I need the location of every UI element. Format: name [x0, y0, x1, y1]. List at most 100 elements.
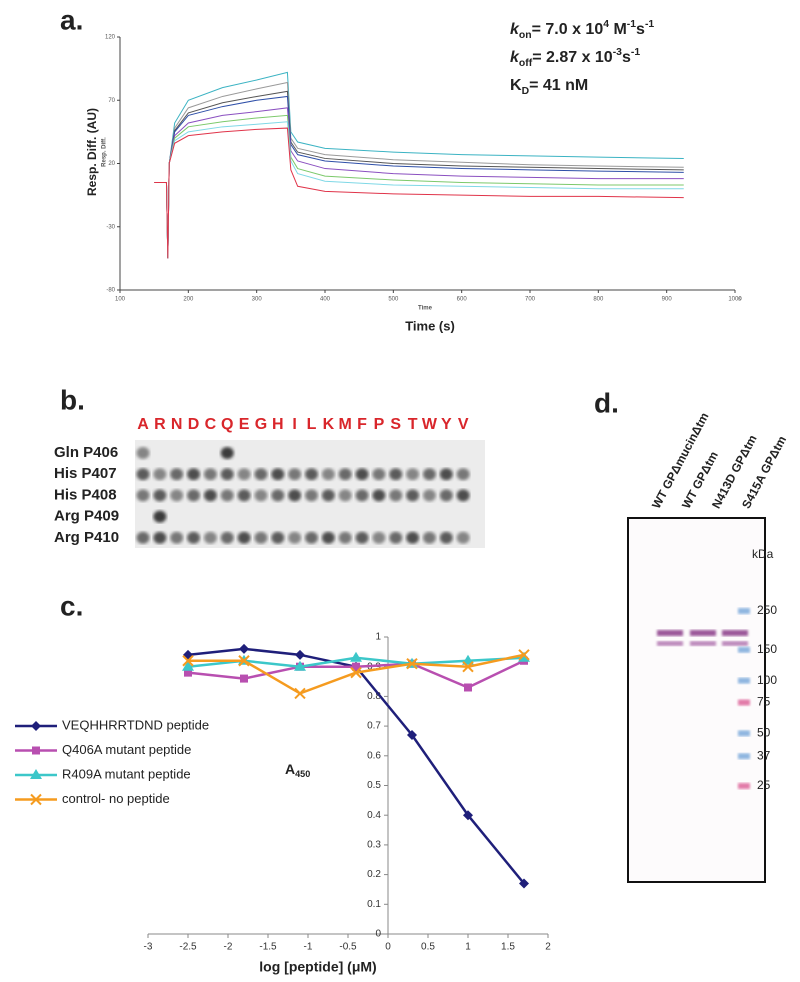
- blot-spot: [389, 531, 403, 544]
- blot-column-label: P: [374, 416, 385, 433]
- marker-label: 75: [757, 695, 771, 709]
- blot-spot: [153, 510, 167, 523]
- blot-spot: [321, 489, 335, 502]
- panel-label: d.: [594, 387, 619, 418]
- marker: [182, 655, 194, 667]
- marker: [239, 643, 249, 654]
- blot-column-label: W: [422, 416, 438, 433]
- blot-spot: [254, 489, 268, 502]
- blot-spot: [406, 531, 420, 544]
- blot-spot: [456, 531, 470, 544]
- blot-spot: [372, 468, 386, 481]
- marker: [462, 654, 474, 665]
- blot-spot: [355, 531, 369, 544]
- blot-spot: [372, 531, 386, 544]
- blot-spot: [321, 468, 335, 481]
- series-line: [154, 121, 684, 259]
- text-part: = 41 nM: [529, 77, 588, 94]
- blot-spot: [271, 468, 285, 481]
- blot-spot: [305, 468, 318, 481]
- marker: [295, 649, 305, 660]
- blot-column-label: E: [239, 416, 250, 433]
- blot-spot: [136, 468, 150, 481]
- x-tick-label: 0: [385, 942, 391, 953]
- x-tick-label: 900: [662, 297, 673, 303]
- blot-spot: [170, 489, 184, 502]
- y-tick-label: 120: [105, 35, 116, 41]
- blot-spot: [406, 468, 420, 481]
- y-tick-label: 0.5: [367, 780, 381, 791]
- blot-column-label: I: [292, 416, 296, 433]
- blot-spot: [220, 468, 234, 481]
- series-line: [154, 127, 684, 259]
- x-tick-label: -1: [304, 942, 313, 953]
- blot-row-label: His P407: [54, 465, 117, 482]
- blot-row-label: His P408: [54, 486, 117, 503]
- blot-spot: [271, 531, 285, 544]
- legend-label: VEQHHRRTDND peptide: [62, 717, 209, 732]
- text-part: 450: [295, 769, 310, 779]
- blot-spot: [203, 489, 217, 502]
- blot-column-label: Y: [441, 416, 452, 433]
- x-tick-label: 400: [320, 297, 331, 303]
- marker: [463, 810, 473, 821]
- x-tick-label: 1: [465, 942, 471, 953]
- marker: [350, 651, 362, 662]
- text-part: -3: [613, 47, 622, 58]
- y-axis-label: Resp. Diff. (AU): [85, 108, 99, 196]
- x-axis-label: Time (s): [405, 318, 455, 333]
- x-unit: s: [738, 297, 741, 303]
- blot-spot: [187, 489, 201, 502]
- marker-label: 50: [757, 725, 771, 739]
- y-tick-label: 0.1: [367, 899, 381, 910]
- gel-band: [657, 641, 683, 646]
- legend-label: control- no peptide: [62, 791, 170, 806]
- blot-spot: [288, 468, 302, 481]
- blot-spot: [355, 468, 369, 481]
- blot-column-label: N: [171, 416, 183, 433]
- series-line: [154, 81, 684, 259]
- y-tick-label: -30: [106, 224, 115, 230]
- legend-marker: [31, 721, 41, 731]
- blot-column-label: F: [357, 416, 367, 433]
- blot-spot: [389, 468, 403, 481]
- x-tick-label: 200: [183, 297, 194, 303]
- marker: [406, 658, 418, 670]
- y-tick-label: 1: [375, 632, 381, 643]
- blot-spot: [237, 531, 251, 544]
- legend-marker: [32, 746, 40, 755]
- annotation: KD= 41 nM: [510, 77, 588, 97]
- gel-band: [690, 630, 716, 636]
- blot-spot: [203, 531, 217, 544]
- marker-label: 150: [757, 642, 777, 656]
- blot-spot: [439, 468, 453, 481]
- blot-spot: [288, 489, 302, 502]
- blot-spot: [456, 489, 470, 502]
- text-part: s: [622, 49, 631, 66]
- series-line: [154, 107, 684, 259]
- text-part: -1: [631, 47, 640, 58]
- y-tick-label: 70: [108, 98, 115, 104]
- blot-spot: [237, 468, 251, 481]
- text-part: = 7.0 x 10: [532, 21, 604, 38]
- blot-column-label: M: [339, 416, 352, 433]
- blot-spot: [136, 489, 150, 502]
- blot-column-label: H: [272, 416, 284, 433]
- marker: [464, 683, 472, 692]
- x-tick-label: 800: [593, 297, 604, 303]
- blot-spot: [338, 489, 352, 502]
- annotation: kon= 7.0 x 104 M-1s-1: [510, 19, 654, 41]
- x-tick-label: 300: [252, 297, 263, 303]
- marker: [238, 655, 250, 667]
- blot-row-label: Gln P406: [54, 444, 118, 461]
- y-tick-label: 0.2: [367, 869, 381, 880]
- blot-column-label: S: [390, 416, 401, 433]
- series-line: [154, 114, 684, 259]
- marker: [518, 649, 530, 661]
- text-part: k: [510, 21, 520, 38]
- blot-spot: [153, 489, 167, 502]
- panel-label: a.: [60, 4, 83, 35]
- y-sublabel: Resp. Diff.: [102, 137, 108, 167]
- blot-spot: [254, 531, 268, 544]
- blot-column-label: V: [458, 416, 469, 433]
